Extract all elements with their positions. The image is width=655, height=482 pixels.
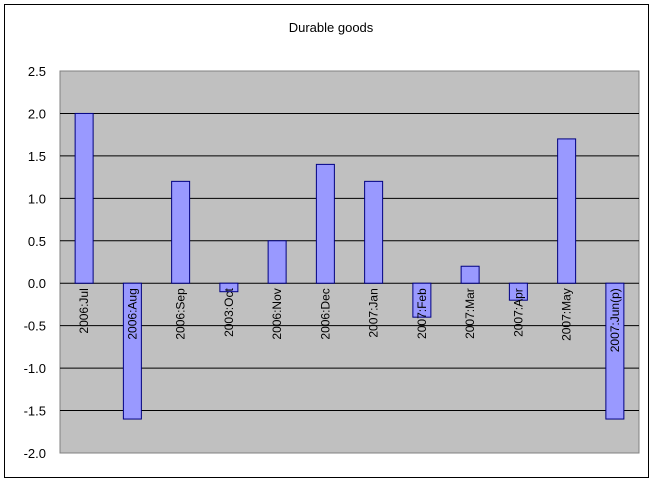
y-axis-tick-labels: 2.5 2.0 1.5 1.0 0.5 0.0 -0.5 -1.0 -1.5 -2.0: [24, 64, 46, 461]
bar: [412, 282, 432, 318]
x-axis-category-labels: 2006:Jul 2006:Aug 2006:Sep 2003:Oct 2006:Nov…: [77, 288, 622, 353]
x-category-label: 2007:Mar: [463, 288, 477, 339]
chart-frame: Durable goods 2.5 2.0 1.5 1.0 0.5 0.0 -0.5 -1.0…: [4, 4, 649, 478]
y-tick-label: 0.0: [28, 276, 46, 291]
x-category-label: 2007:Jan: [367, 288, 381, 337]
bar: [460, 265, 480, 284]
y-tick-label: -2.0: [24, 446, 46, 461]
bar: [74, 112, 94, 284]
gridlines: [60, 112, 639, 412]
x-category-label: 2006:Sep: [174, 288, 188, 340]
bar: [557, 138, 577, 284]
x-category-label: 2006:Jul: [77, 288, 91, 333]
y-tick-label: 2.0: [28, 106, 46, 121]
plot-area: [59, 70, 640, 454]
x-category-label: 2007:Jun(p): [608, 288, 622, 352]
x-category-label: 2007:Apr: [511, 288, 525, 337]
bar: [605, 282, 625, 420]
bar: [508, 282, 528, 301]
chart-title: Durable goods: [289, 20, 374, 35]
bars: [74, 112, 625, 420]
y-tick-label: -1.5: [24, 404, 46, 419]
x-category-label: 2003:Oct: [222, 288, 236, 337]
bar: [364, 180, 384, 284]
y-tick-label: -1.0: [24, 361, 46, 376]
x-category-label: 2006:Nov: [270, 288, 284, 339]
y-tick-label: -0.5: [24, 319, 46, 334]
y-tick-label: 2.5: [28, 64, 46, 79]
bar: [315, 163, 335, 284]
x-category-label: 2006:Dec: [318, 288, 332, 339]
y-tick-label: 1.5: [28, 149, 46, 164]
x-category-label: 2006:Aug: [125, 288, 139, 339]
y-tick-label: 1.0: [28, 191, 46, 206]
bar: [171, 180, 191, 284]
bar-chart: Durable goods 2.5 2.0 1.5 1.0 0.5 0.0 -0.5 -1.0…: [24, 20, 640, 461]
bar: [122, 282, 142, 420]
bar: [219, 282, 239, 293]
x-category-label: 2007:Feb: [415, 288, 429, 339]
x-category-label: 2007:May: [560, 288, 574, 341]
bar: [267, 240, 287, 284]
y-tick-label: 0.5: [28, 234, 46, 249]
